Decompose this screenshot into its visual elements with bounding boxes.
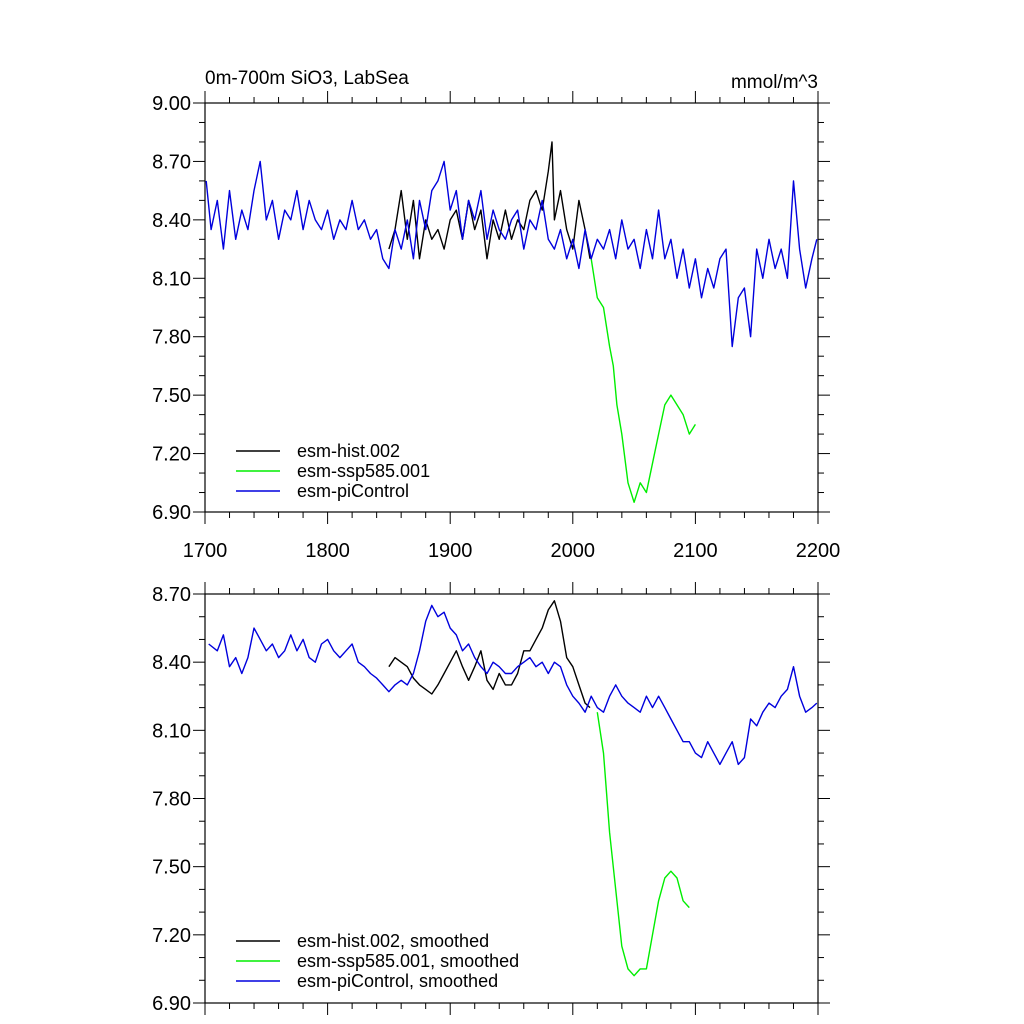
y-tick-label: 8.40 xyxy=(152,210,191,232)
legend-label: esm-piControl, smoothed xyxy=(297,971,498,991)
y-tick-label: 7.50 xyxy=(152,385,191,407)
x-tick-label: 1700 xyxy=(183,540,228,562)
y-tick-label: 9.00 xyxy=(152,93,191,115)
legend-label: esm-hist.002, smoothed xyxy=(297,931,489,951)
series-line-ctrl xyxy=(205,160,818,348)
x-tick-label: 2100 xyxy=(673,540,718,562)
legend-label: esm-ssp585.001, smoothed xyxy=(297,951,519,971)
y-tick-label: 7.80 xyxy=(152,789,191,811)
y-tick-label: 8.10 xyxy=(152,268,191,290)
y-tick-label: 6.90 xyxy=(152,502,191,524)
series-line-ssp xyxy=(596,712,690,977)
series-line-hist xyxy=(388,141,591,260)
y-tick-label: 8.10 xyxy=(152,720,191,742)
series-line-ssp xyxy=(590,258,696,503)
x-tick-label: 2200 xyxy=(796,540,841,562)
series-line-hist xyxy=(388,600,591,709)
legend-label: esm-hist.002 xyxy=(297,441,400,461)
y-tick-label: 8.70 xyxy=(152,151,191,173)
y-tick-label: 7.50 xyxy=(152,857,191,879)
y-tick-label: 6.90 xyxy=(152,993,191,1015)
x-tick-label: 1800 xyxy=(305,540,350,562)
y-tick-label: 8.40 xyxy=(152,652,191,674)
plot-frame xyxy=(204,102,819,513)
units-label: mmol/m^3 xyxy=(731,72,818,93)
y-tick-label: 7.20 xyxy=(152,925,191,947)
series-line-ctrl xyxy=(208,604,818,766)
legend-label: esm-ssp585.001 xyxy=(297,461,430,481)
y-tick-label: 7.80 xyxy=(152,327,191,349)
y-tick-label: 7.20 xyxy=(152,444,191,466)
x-tick-label: 1900 xyxy=(428,540,473,562)
chart-title: 0m-700m SiO3, LabSea xyxy=(205,68,409,89)
y-tick-label: 8.70 xyxy=(152,584,191,606)
x-tick-label: 2000 xyxy=(551,540,596,562)
legend-label: esm-piControl xyxy=(297,481,409,501)
